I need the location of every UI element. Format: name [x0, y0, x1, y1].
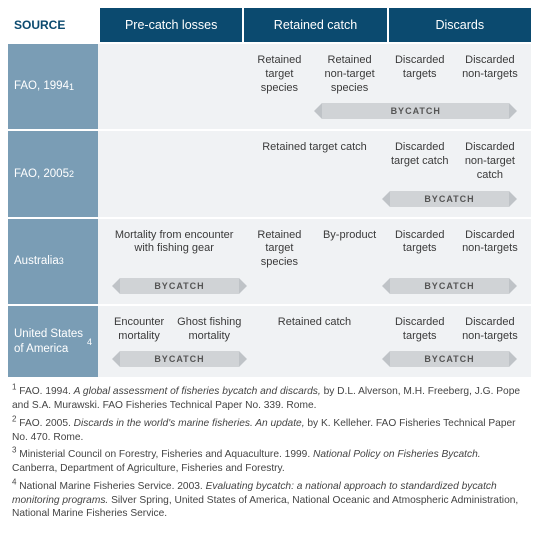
header-precatch: Pre-catch losses — [98, 8, 242, 42]
footnote: 3 Ministerial Council on Forestry, Fishe… — [12, 448, 527, 476]
footnote: 2 FAO. 2005. Discards in the world's mar… — [12, 417, 527, 445]
header-retained: Retained catch — [242, 8, 386, 42]
row-label: Australia3 — [8, 217, 98, 304]
cell: Ghost fishing mortality — [174, 314, 244, 346]
bycatch-bar: BYCATCH — [322, 103, 509, 119]
cell — [104, 52, 174, 97]
cell: Discarded targets — [385, 52, 455, 97]
row-body: Encounter mortalityGhost fishing mortali… — [98, 304, 531, 378]
row-label: FAO, 19941 — [8, 42, 98, 129]
footnote: 1 FAO. 1994. A global assessment of fish… — [12, 385, 527, 413]
cell: Discarded target catch — [385, 139, 455, 184]
cell: Discarded targets — [385, 314, 455, 346]
cell: Mortality from encounter with fishing ge… — [104, 227, 244, 272]
bycatch-bar: BYCATCH — [120, 351, 239, 367]
bycatch-bar: BYCATCH — [390, 278, 509, 294]
row-body: Retained target catchDiscarded target ca… — [98, 129, 531, 216]
cell: By-product — [314, 227, 384, 272]
cell: Retained catch — [244, 314, 384, 346]
cell — [104, 139, 174, 184]
row-body: Retained target speciesRetained non-targ… — [98, 42, 531, 129]
cell — [174, 52, 244, 97]
cell: Discarded non-target catch — [455, 139, 525, 184]
definitions-table: SOURCE Pre-catch losses Retained catch D… — [8, 8, 531, 42]
cell: Discarded non-targets — [455, 52, 525, 97]
cell: Retained target species — [244, 227, 314, 272]
row-label: United States of America4 — [8, 304, 98, 378]
row-body: Mortality from encounter with fishing ge… — [98, 217, 531, 304]
cell: Retained target species — [244, 52, 314, 97]
cell: Retained non-target species — [314, 52, 384, 97]
bycatch-bar: BYCATCH — [120, 278, 239, 294]
header-discards: Discards — [387, 8, 531, 42]
cell: Discarded non-targets — [455, 227, 525, 272]
cell: Discarded targets — [385, 227, 455, 272]
bycatch-bar: BYCATCH — [390, 191, 509, 207]
cell: Encounter mortality — [104, 314, 174, 346]
bycatch-bar: BYCATCH — [390, 351, 509, 367]
cell: Retained target catch — [244, 139, 384, 184]
row-label: FAO, 20052 — [8, 129, 98, 216]
cell: Discarded non-targets — [455, 314, 525, 346]
header-source: SOURCE — [8, 8, 98, 42]
footnotes: 1 FAO. 1994. A global assessment of fish… — [8, 377, 531, 529]
cell — [174, 139, 244, 184]
rows-container: FAO, 19941Retained target speciesRetaine… — [8, 42, 531, 377]
footnote: 4 National Marine Fisheries Service. 200… — [12, 480, 527, 521]
